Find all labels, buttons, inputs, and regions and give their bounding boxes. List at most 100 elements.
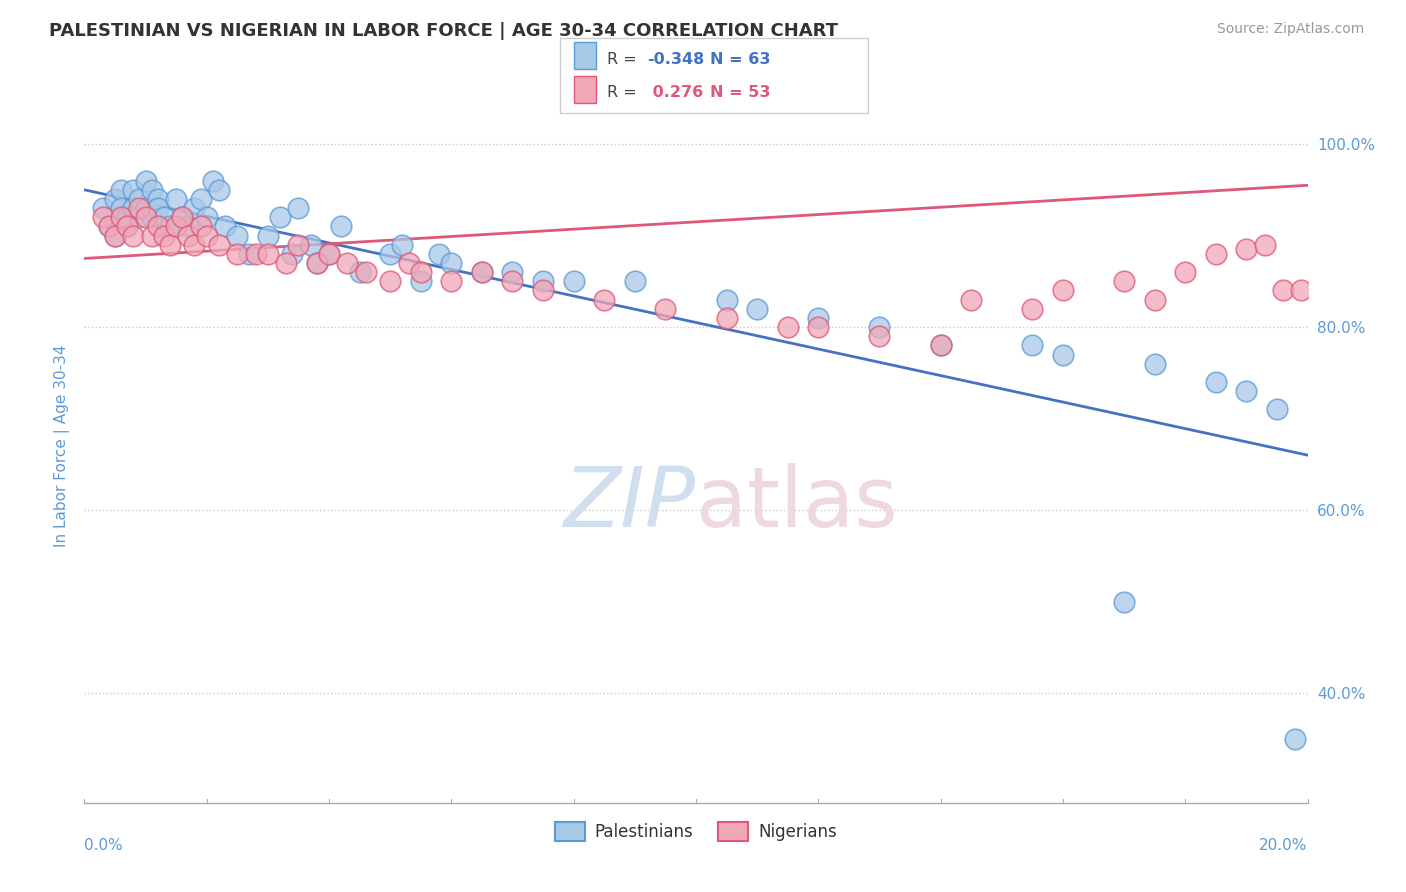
Point [299,237,322,252]
Point [869,320,891,334]
Point [115,219,138,234]
Point [593,293,616,307]
Point [531,284,554,298]
Point [1052,284,1074,298]
Point [128,192,150,206]
Point [141,183,163,197]
Point [146,192,169,206]
Point [195,211,218,225]
Point [471,265,494,279]
Point [1205,375,1227,389]
Point [287,201,309,215]
Point [1143,357,1166,371]
Point [471,265,494,279]
Point [141,211,163,225]
Point [398,256,420,270]
Point [226,228,249,243]
Point [122,183,145,197]
Point [1052,347,1074,361]
Point [115,219,138,234]
Point [195,228,218,243]
Point [531,274,554,288]
Point [1291,284,1313,298]
Point [391,237,413,252]
Point [153,228,176,243]
Point [409,274,432,288]
Point [716,293,738,307]
Point [287,237,309,252]
Point [349,265,371,279]
Point [97,219,120,234]
Point [1205,247,1227,261]
Point [1021,338,1043,352]
Point [1272,284,1295,298]
Point [208,237,231,252]
Text: -0.348: -0.348 [647,52,704,67]
Point [177,219,200,234]
Point [183,201,205,215]
Point [153,211,176,225]
Point [1143,293,1166,307]
Point [115,211,138,225]
Point [245,247,267,261]
Point [165,219,187,234]
Text: N = 53: N = 53 [710,85,770,100]
Point [104,228,127,243]
Point [1174,265,1197,279]
Point [869,329,891,343]
Point [440,274,463,288]
Text: PALESTINIAN VS NIGERIAN IN LABOR FORCE | AGE 30-34 CORRELATION CHART: PALESTINIAN VS NIGERIAN IN LABOR FORCE |… [49,22,838,40]
Point [172,211,194,225]
Point [159,237,181,252]
Point [146,201,169,215]
Point [1284,731,1306,746]
Point [214,219,236,234]
Text: atlas: atlas [696,463,897,543]
Text: 0.276: 0.276 [647,85,703,100]
Point [807,320,830,334]
Text: ZIP: ZIP [564,463,696,543]
Point [281,247,304,261]
Point [257,247,280,261]
Point [502,274,524,288]
Y-axis label: In Labor Force | Age 30-34: In Labor Force | Age 30-34 [55,344,70,548]
Point [183,237,205,252]
Point [776,320,799,334]
Point [330,219,353,234]
Point [276,256,298,270]
Legend: Palestinians, Nigerians: Palestinians, Nigerians [548,815,844,848]
Point [427,247,450,261]
Point [122,201,145,215]
Point [190,219,212,234]
Point [91,211,114,225]
Point [354,265,377,279]
Point [122,228,145,243]
Point [1254,237,1277,252]
Point [190,192,212,206]
Point [654,301,676,316]
Point [104,192,127,206]
Point [929,338,952,352]
Point [104,228,127,243]
Point [318,247,340,261]
Text: Source: ZipAtlas.com: Source: ZipAtlas.com [1216,22,1364,37]
Point [305,256,328,270]
Point [128,211,150,225]
Point [226,247,249,261]
Point [269,211,291,225]
Point [380,274,402,288]
Point [1236,384,1258,398]
Point [128,201,150,215]
Point [1114,594,1136,608]
Point [336,256,359,270]
Point [502,265,524,279]
Point [135,174,157,188]
Point [1021,301,1043,316]
Point [1114,274,1136,288]
Point [960,293,983,307]
Point [380,247,402,261]
Point [110,201,132,215]
Point [135,211,157,225]
Point [165,192,187,206]
Point [97,219,120,234]
